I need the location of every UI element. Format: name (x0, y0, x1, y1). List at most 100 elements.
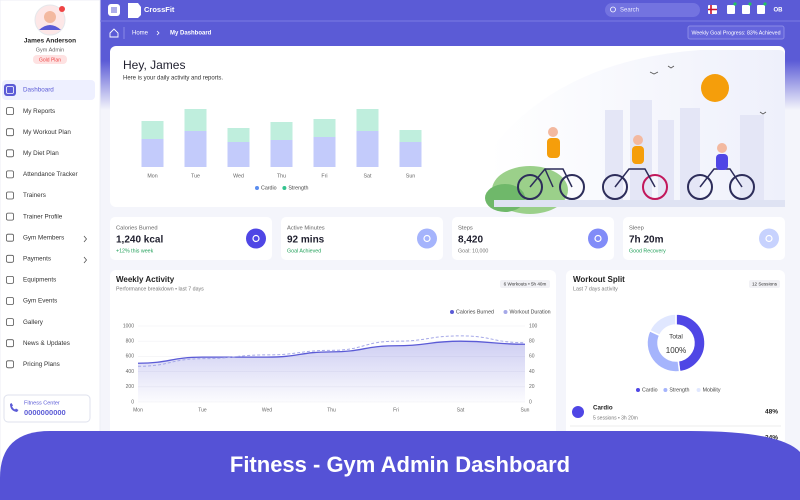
line (137, 340, 526, 364)
y2-tick-label: 0 (529, 399, 532, 405)
x-tick-label: Tue (191, 173, 200, 179)
y-tick-label: 0 (131, 399, 134, 405)
icon-apps[interactable] (727, 5, 735, 14)
x-tick-label: Thu (327, 407, 336, 413)
legend-swatch (663, 388, 668, 392)
nav-icon (6, 86, 14, 94)
nav-item[interactable]: Dashboard (23, 87, 54, 94)
stat-value: 92 mins (287, 235, 325, 246)
nav-item[interactable]: Gallery (23, 319, 44, 326)
nav-icon (6, 233, 14, 242)
nav-icon (6, 107, 14, 115)
nav: Dashboard My Reports My Workout Plan My Die… (4, 84, 78, 369)
banner (0, 431, 800, 500)
crumb[interactable]: Home (132, 31, 149, 37)
riders (547, 127, 728, 170)
nav-icon (6, 360, 14, 369)
bar-segment (356, 131, 379, 167)
x-tick-label: Thu (277, 173, 286, 179)
nav-item[interactable]: My Workout Plan (23, 129, 71, 136)
card-subtitle: Performance breakdown • last 7 days (116, 286, 204, 292)
goal-text: Weekly Goal Progress: 83% Achieved (691, 30, 780, 36)
legend-swatch (696, 388, 701, 392)
bar-segment (270, 122, 293, 140)
legend-swatch (636, 388, 640, 392)
search-box[interactable] (605, 3, 700, 17)
plan-badge (33, 55, 67, 64)
nav-item[interactable]: Pricing Plans (23, 361, 60, 368)
stat-icon-glyph (252, 234, 260, 243)
stat-label: Active Minutes (287, 226, 325, 232)
donut-center: Total (669, 334, 683, 341)
nav-icon (6, 149, 14, 158)
nav-item[interactable]: My Reports (23, 108, 55, 115)
nav-item[interactable]: Payments (23, 255, 51, 262)
avatar-face (44, 11, 56, 23)
x-tick-label: Sat (364, 173, 372, 179)
phone-icon (10, 403, 19, 412)
stat-icon (588, 228, 608, 249)
badge-text: 12 Sessions (752, 282, 778, 287)
x-tick-label: Fri (393, 407, 399, 413)
stat-note: Goal Achieved (287, 248, 321, 254)
nav-icon (6, 275, 14, 284)
stat-label: Steps (458, 226, 473, 232)
nav-item[interactable]: Gym Members (23, 234, 64, 241)
plan-text: Gold Plan (39, 57, 61, 63)
bar-segment (399, 142, 422, 167)
nav-item[interactable]: My Diet Plan (23, 150, 59, 157)
nav-icon (6, 212, 14, 221)
donut-center-value: 100% (666, 346, 686, 355)
nav-icon (4, 84, 16, 96)
nav-icon (6, 191, 14, 200)
card-subtitle: Last 7 days activity (573, 286, 618, 292)
nav-item[interactable]: Equipments (23, 277, 56, 284)
bar-segment (399, 130, 422, 142)
menu-icon (111, 7, 117, 13)
stat-value: 1,240 kcal (116, 235, 163, 246)
nav-item[interactable]: Trainer Profile (23, 213, 63, 220)
bar-segment (313, 119, 336, 137)
nav-active[interactable] (2, 80, 95, 100)
dot (763, 2, 767, 6)
area (138, 341, 525, 402)
badge (749, 280, 780, 288)
stats: Calories Burned 1,240 kcal +12% this week A… (110, 217, 785, 260)
nav-item[interactable]: Gym Events (23, 298, 57, 305)
nav-icon (6, 128, 14, 137)
brand: CrossFit (144, 5, 175, 14)
y-tick-label: 400 (126, 369, 135, 375)
list-share: 34% (765, 435, 778, 442)
contact-box[interactable] (3, 394, 91, 423)
nav-item[interactable]: Trainers (23, 192, 46, 199)
x-tick-label: Sat (457, 407, 465, 413)
contact-label: Fitness Center (24, 400, 60, 406)
user-initials[interactable]: OB (774, 8, 784, 14)
icon-chat[interactable] (757, 5, 765, 14)
nav-item[interactable]: News & Updates (23, 340, 70, 347)
stat-note: +12% this week (116, 248, 154, 254)
legend-label: Mobility (703, 387, 721, 393)
list-share: 48% (765, 409, 778, 416)
stat-note: Goal: 10,000 (458, 248, 488, 254)
icon-bell[interactable] (742, 5, 750, 14)
nav-icon (6, 297, 14, 305)
bar-segment (356, 109, 379, 131)
chevrons (83, 235, 88, 264)
nav-item[interactable]: Attendance Tracker (23, 171, 78, 178)
dot (733, 2, 737, 6)
legend-label: Workout Duration (510, 309, 551, 315)
y2-tick-label: 20 (529, 384, 535, 390)
home-icon[interactable] (109, 28, 119, 38)
badge-text: 6 Workouts • 5h 40m (504, 282, 547, 287)
x-tick-label: Fri (321, 173, 327, 179)
y-tick-label: 600 (126, 354, 135, 360)
legend-swatch (282, 186, 287, 190)
y2-tick-label: 80 (529, 339, 535, 345)
goal-box (687, 25, 785, 40)
stat-card (110, 217, 272, 260)
sidebar (0, 0, 101, 500)
x-tick-label: Mon (147, 173, 157, 179)
profile-name: James Anderson (24, 38, 76, 45)
bar-segment (227, 128, 250, 142)
